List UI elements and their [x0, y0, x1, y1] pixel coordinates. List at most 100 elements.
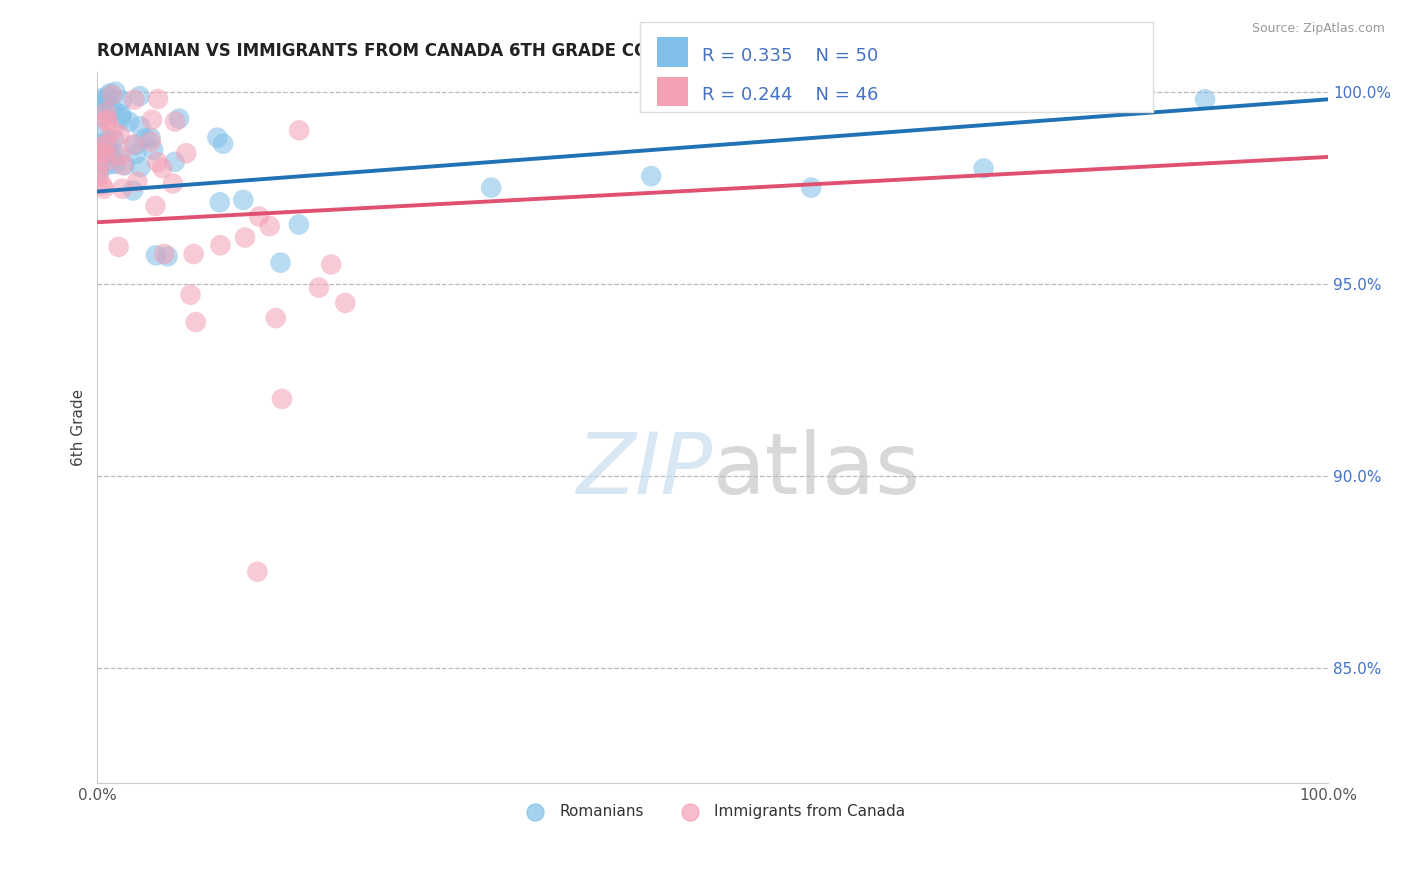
Text: R = 0.335    N = 50: R = 0.335 N = 50 — [702, 47, 877, 65]
Point — [233, 230, 256, 244]
Point — [94, 154, 117, 169]
Legend: Romanians, Immigrants from Canada: Romanians, Immigrants from Canada — [513, 798, 911, 825]
Point — [150, 161, 173, 175]
Point — [232, 193, 254, 207]
Point — [264, 311, 287, 326]
Point — [153, 247, 176, 261]
Point — [129, 160, 152, 174]
Point — [208, 195, 231, 210]
Point — [145, 199, 167, 213]
Point — [162, 177, 184, 191]
Point — [141, 112, 163, 127]
Point — [101, 123, 124, 137]
Point — [91, 139, 114, 153]
Point — [104, 147, 127, 161]
Point — [87, 165, 110, 179]
Point — [139, 131, 162, 145]
Point — [96, 89, 118, 103]
Point — [97, 158, 120, 172]
Point — [91, 96, 114, 111]
Point — [97, 133, 120, 147]
Point — [94, 146, 117, 161]
Point — [247, 210, 270, 224]
Point — [124, 138, 146, 153]
Point — [98, 87, 121, 101]
Point — [108, 128, 131, 142]
Point — [321, 258, 343, 272]
Point — [91, 109, 114, 123]
Point — [271, 392, 294, 406]
Point — [179, 287, 201, 301]
Point — [114, 158, 136, 172]
Point — [156, 249, 179, 263]
Point — [96, 136, 118, 151]
Point — [104, 157, 127, 171]
Point — [93, 182, 115, 196]
Point — [103, 132, 125, 146]
Point — [122, 137, 145, 152]
Point — [118, 114, 141, 128]
Point — [87, 142, 110, 156]
Point — [111, 158, 134, 172]
Point — [174, 146, 197, 161]
Point — [288, 123, 311, 137]
Point — [184, 315, 207, 329]
Point — [110, 148, 132, 162]
Point — [96, 114, 118, 128]
Point — [89, 145, 111, 160]
Y-axis label: 6th Grade: 6th Grade — [72, 389, 86, 467]
Point — [87, 160, 110, 174]
Point — [212, 136, 235, 151]
Point — [183, 247, 205, 261]
Text: Source: ZipAtlas.com: Source: ZipAtlas.com — [1251, 22, 1385, 36]
Point — [800, 180, 823, 194]
Point — [1194, 92, 1216, 106]
Point — [270, 255, 292, 269]
Point — [128, 89, 150, 103]
Text: R = 0.244    N = 46: R = 0.244 N = 46 — [702, 87, 877, 104]
Text: atlas: atlas — [713, 429, 921, 512]
Point — [96, 112, 118, 127]
Point — [288, 218, 311, 232]
Point — [308, 280, 330, 294]
Point — [96, 95, 118, 110]
Point — [125, 147, 148, 161]
Point — [89, 141, 111, 155]
Point — [101, 87, 124, 102]
Point — [207, 130, 229, 145]
Point — [479, 180, 502, 194]
Point — [640, 169, 662, 183]
Point — [163, 154, 186, 169]
Point — [246, 565, 269, 579]
Point — [110, 107, 132, 121]
Point — [94, 143, 117, 157]
Point — [111, 182, 134, 196]
Point — [165, 114, 187, 128]
Point — [146, 92, 169, 106]
Point — [89, 92, 111, 106]
Point — [129, 120, 152, 134]
Point — [973, 161, 995, 176]
Point — [145, 248, 167, 262]
Point — [127, 175, 149, 189]
Point — [122, 184, 145, 198]
Point — [209, 238, 232, 252]
Point — [111, 112, 134, 126]
Point — [91, 178, 114, 192]
Point — [146, 155, 169, 169]
Point — [167, 112, 190, 126]
Point — [94, 105, 117, 120]
Point — [87, 169, 110, 184]
Point — [139, 135, 162, 149]
Text: ROMANIAN VS IMMIGRANTS FROM CANADA 6TH GRADE CORRELATION CHART: ROMANIAN VS IMMIGRANTS FROM CANADA 6TH G… — [97, 42, 821, 60]
Point — [93, 139, 115, 153]
Point — [124, 93, 146, 107]
Point — [107, 240, 129, 254]
Text: ZIP: ZIP — [576, 429, 713, 512]
Point — [259, 219, 281, 233]
Point — [142, 143, 165, 157]
Point — [101, 103, 124, 117]
Point — [89, 126, 111, 140]
Point — [134, 131, 156, 145]
Point — [89, 136, 111, 151]
